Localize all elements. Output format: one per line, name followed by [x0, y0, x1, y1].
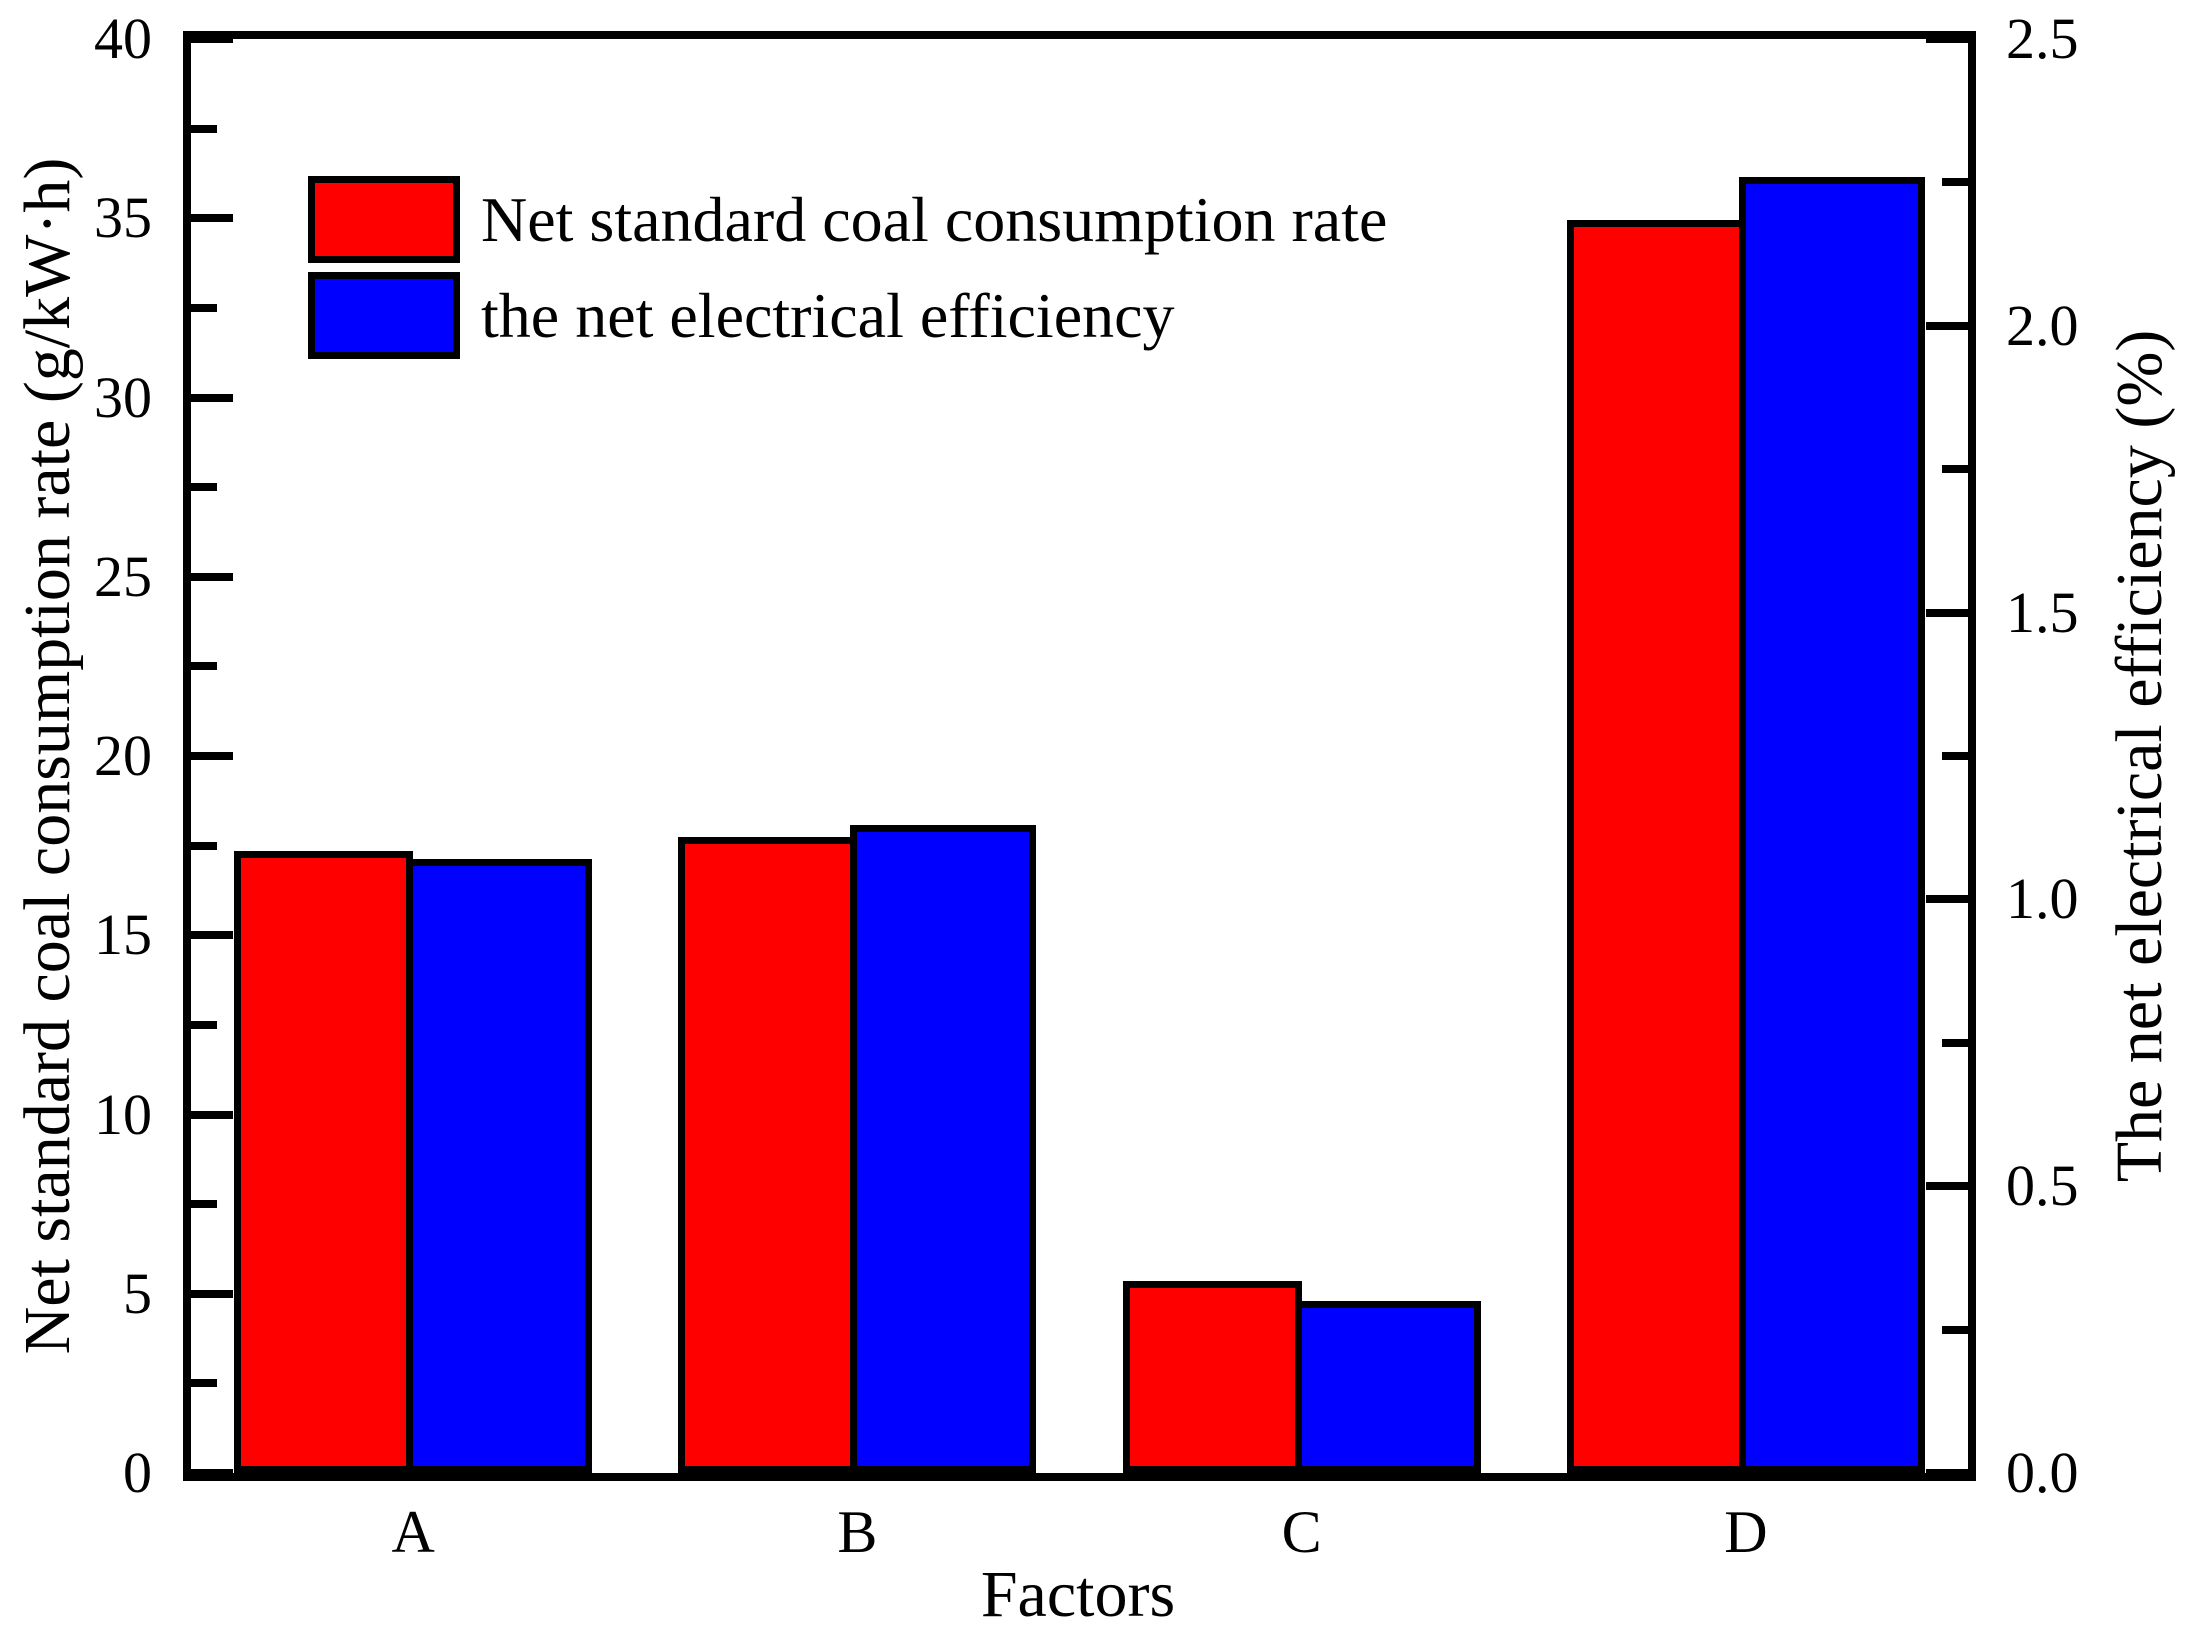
left-axis-tick-label: 40: [94, 6, 152, 71]
left-axis-minor-tick: [191, 483, 217, 492]
right-axis-major-tick: [1926, 1182, 1968, 1191]
plot-frame: [183, 31, 1976, 1481]
right-axis-minor-tick: [1942, 465, 1968, 474]
bar-efficiency-C: [1294, 1301, 1481, 1473]
right-axis-major-tick: [1926, 35, 1968, 43]
legend-label-efficiency: the net electrical efficiency: [481, 280, 1175, 351]
left-axis-tick-label: 30: [94, 364, 152, 430]
bar-efficiency-A: [406, 859, 593, 1473]
left-axis-minor-tick: [191, 1379, 217, 1388]
legend-entry-coal-rate: Net standard coal consumption rate: [308, 176, 1387, 263]
right-y-axis-title: The net electrical efficiency (%): [2103, 329, 2176, 1183]
right-axis-major-tick: [1926, 895, 1968, 904]
bar-efficiency-D: [1738, 177, 1925, 1473]
left-axis-major-tick: [191, 35, 233, 43]
right-axis-tick-label: 2.5: [2006, 6, 2079, 71]
right-axis-minor-tick: [1942, 752, 1968, 760]
x-axis-tick-label-D: D: [1724, 1499, 1768, 1565]
left-axis-tick-label: 5: [123, 1260, 152, 1326]
left-axis-major-tick: [191, 1289, 233, 1298]
right-axis-major-tick: [1926, 1469, 1968, 1477]
bar-coal-rate-B: [678, 837, 858, 1473]
right-axis-tick-label: 1.0: [2006, 866, 2079, 932]
legend-label-coal-rate: Net standard coal consumption rate: [481, 184, 1388, 255]
x-axis-tick-label-C: C: [1281, 1499, 1322, 1565]
left-axis-minor-tick: [191, 662, 217, 671]
right-axis-tick-label: 0.0: [2006, 1440, 2079, 1505]
left-axis-tick-label: 10: [94, 1081, 152, 1147]
right-axis-major-tick: [1926, 321, 1968, 330]
right-axis-minor-tick: [1942, 178, 1968, 187]
x-axis-tick-label-B: B: [837, 1499, 878, 1565]
right-axis-tick-label: 0.5: [2006, 1153, 2079, 1219]
left-axis-minor-tick: [191, 124, 217, 133]
left-axis-tick-label: 25: [94, 543, 152, 609]
left-axis-tick-label: 20: [94, 723, 152, 788]
legend-swatch-blue: [308, 272, 460, 359]
right-axis-major-tick: [1926, 608, 1968, 617]
legend-entry-efficiency: the net electrical efficiency: [308, 272, 1387, 359]
x-axis-tick-label-A: A: [391, 1499, 435, 1565]
left-axis-tick-label: 15: [94, 902, 152, 968]
right-axis-minor-tick: [1942, 1325, 1968, 1334]
bar-efficiency-B: [850, 825, 1037, 1473]
legend-swatch-red: [308, 176, 460, 263]
left-axis-minor-tick: [191, 1020, 217, 1029]
legend: Net standard coal consumption rate the n…: [308, 176, 1387, 368]
left-axis-minor-tick: [191, 841, 217, 850]
left-axis-tick-label: 35: [94, 185, 152, 251]
left-axis-major-tick: [191, 393, 233, 402]
left-axis-minor-tick: [191, 303, 217, 312]
bar-coal-rate-D: [1566, 220, 1746, 1473]
left-axis-tick-label: 0: [123, 1440, 152, 1505]
bar-coal-rate-A: [234, 851, 414, 1473]
x-axis-title: Factors: [980, 1558, 1176, 1631]
left-axis-major-tick: [191, 931, 233, 940]
left-axis-major-tick: [191, 1110, 233, 1119]
right-axis-minor-tick: [1942, 1038, 1968, 1047]
right-axis-tick-label: 1.5: [2006, 579, 2079, 645]
left-axis-major-tick: [191, 572, 233, 581]
right-axis-tick-label: 2.0: [2006, 292, 2079, 358]
bar-coal-rate-C: [1122, 1281, 1302, 1473]
left-axis-major-tick: [191, 752, 233, 760]
left-axis-major-tick: [191, 1469, 233, 1477]
left-axis-major-tick: [191, 214, 233, 223]
left-axis-minor-tick: [191, 1200, 217, 1209]
